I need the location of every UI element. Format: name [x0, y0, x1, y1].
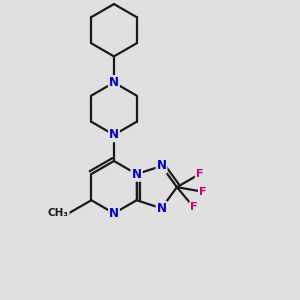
Text: CH₃: CH₃ [48, 208, 69, 218]
Text: F: F [190, 202, 197, 212]
Text: F: F [199, 187, 206, 197]
Text: N: N [109, 128, 119, 141]
Text: N: N [132, 168, 142, 181]
Text: N: N [109, 207, 119, 220]
Text: F: F [196, 169, 203, 179]
Text: N: N [109, 76, 119, 89]
Text: N: N [157, 160, 166, 172]
Text: N: N [132, 168, 142, 181]
Text: N: N [157, 202, 166, 215]
